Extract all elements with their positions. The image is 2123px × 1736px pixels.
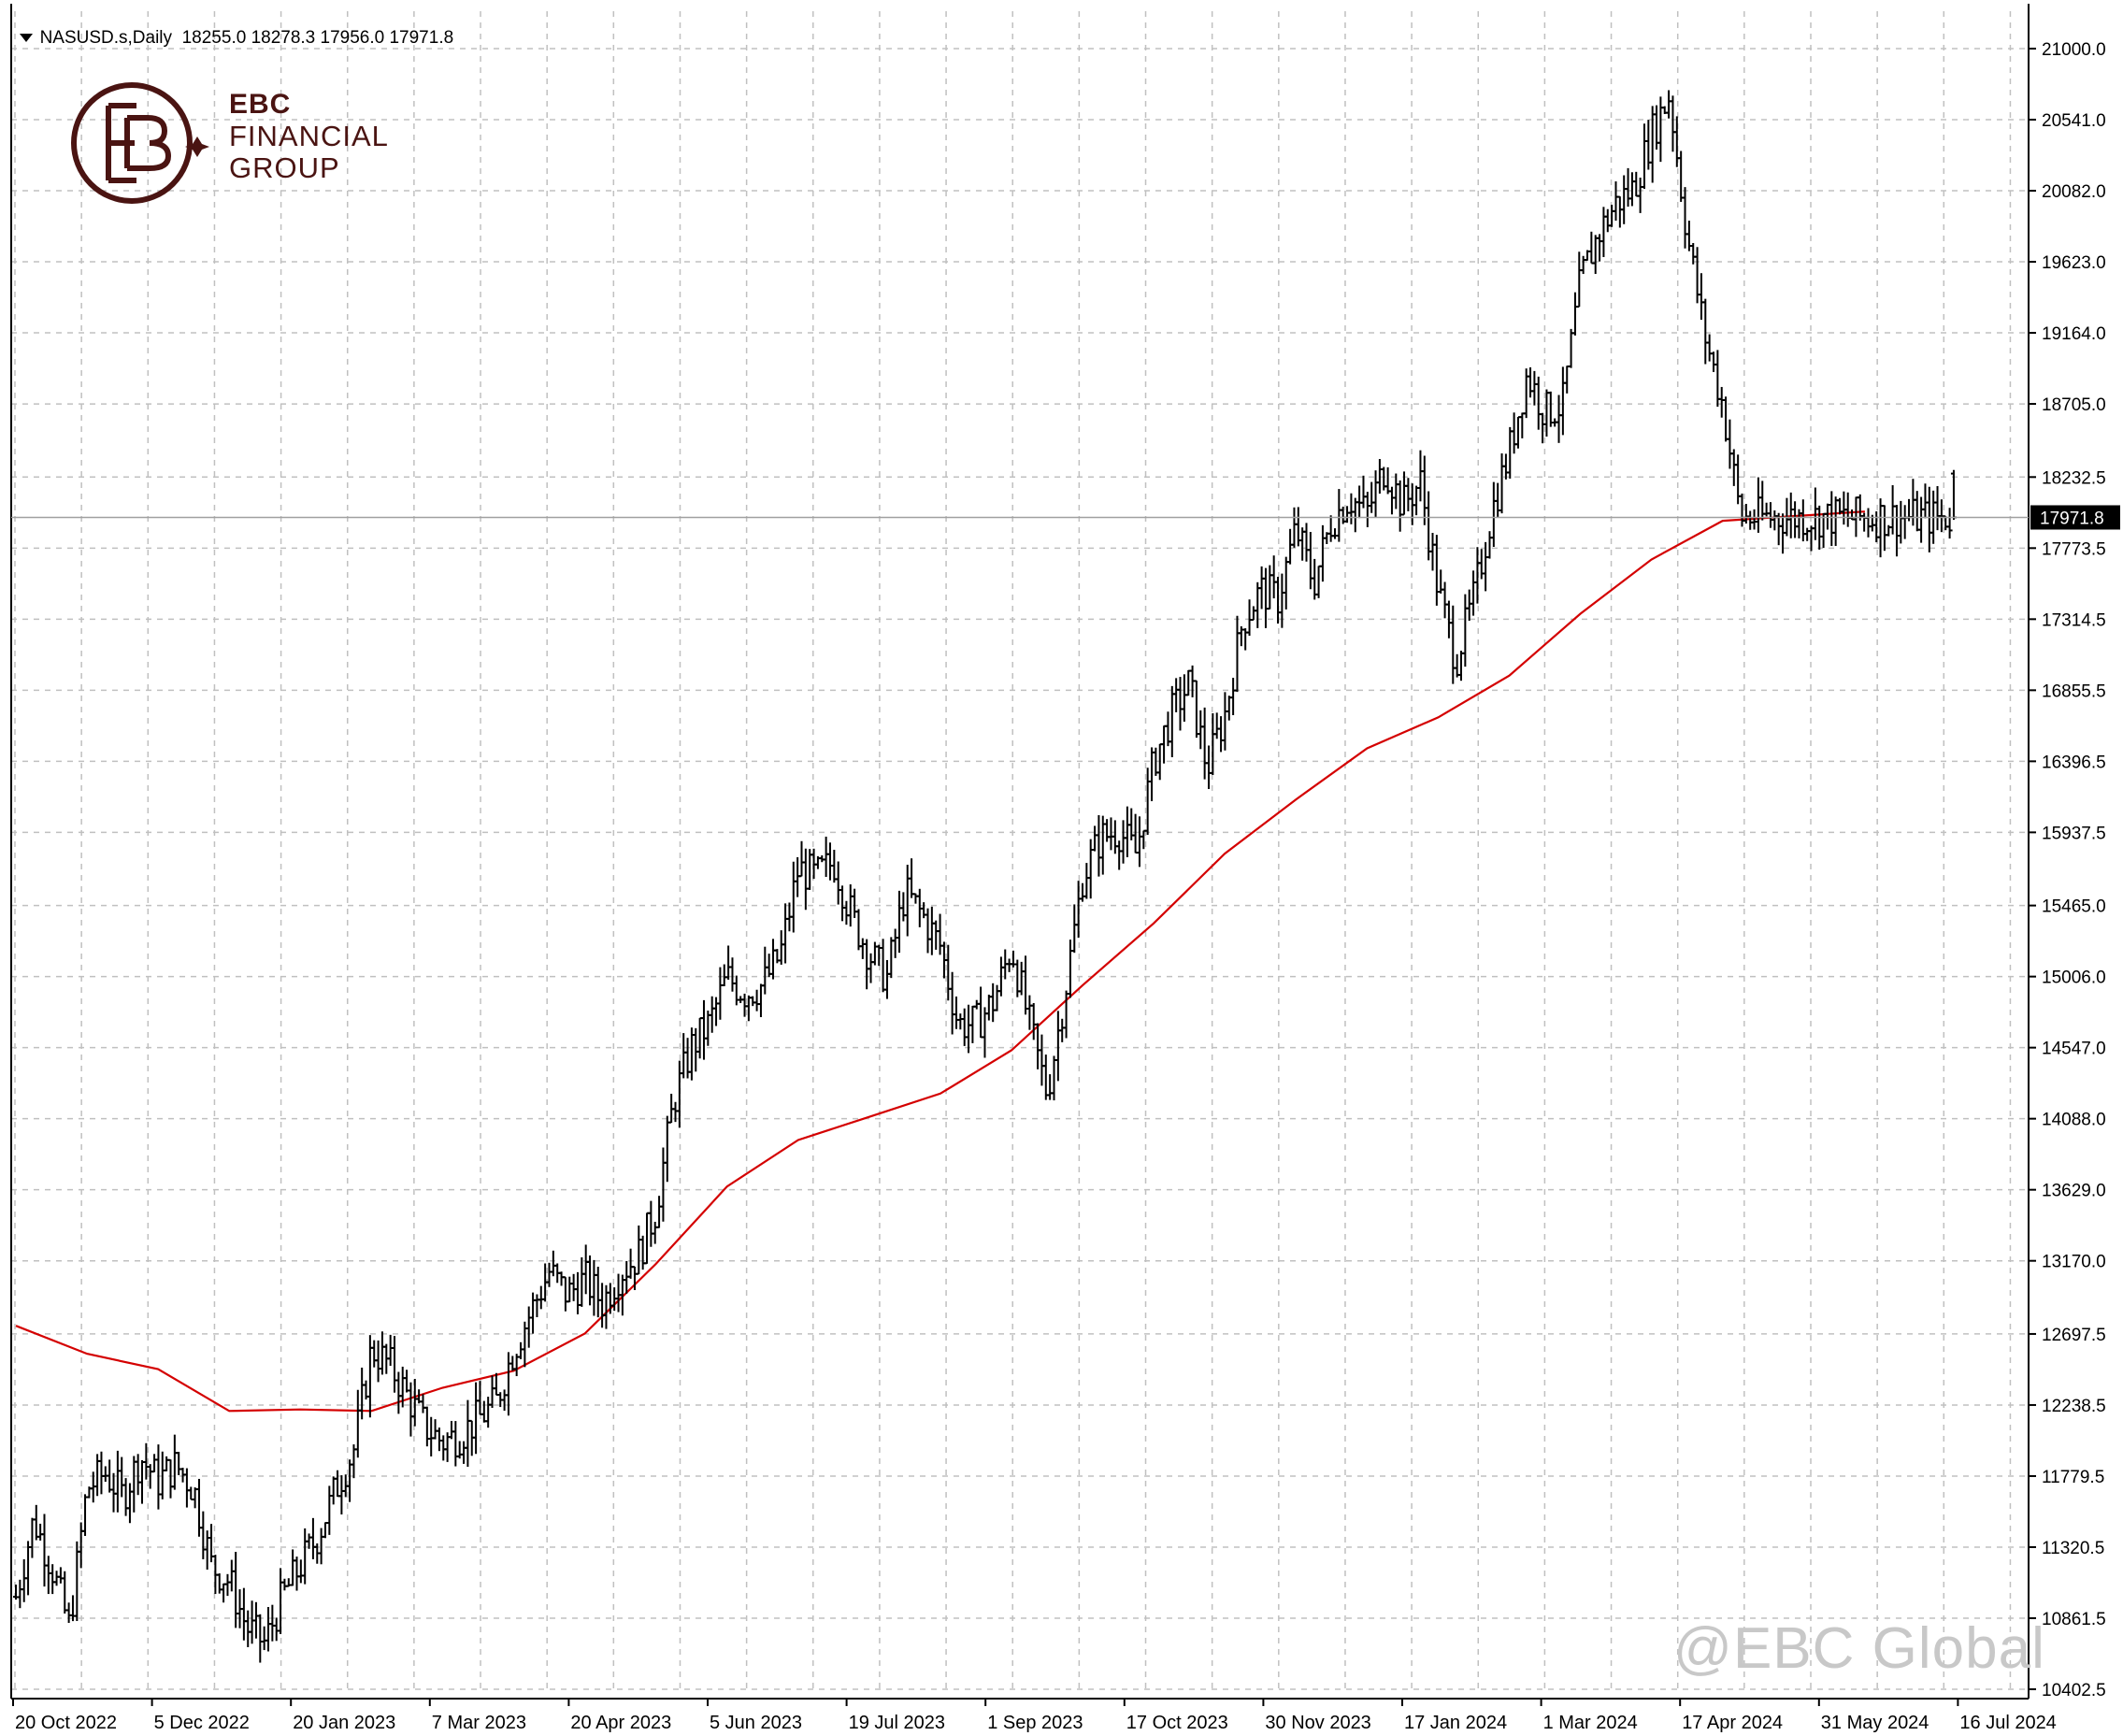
y-tick-label: 15937.5 [2042, 824, 2106, 843]
y-tick-label: 16855.5 [2042, 681, 2106, 701]
logo-line-3: GROUP [229, 151, 340, 184]
y-tick-label: 10861.5 [2042, 1610, 2106, 1629]
x-tick-label: 5 Dec 2022 [154, 1713, 250, 1733]
x-tick-label: 19 Jul 2023 [849, 1713, 945, 1733]
x-tick-label: 30 Nov 2023 [1265, 1713, 1370, 1733]
x-tick-label: 17 Jan 2024 [1404, 1713, 1507, 1733]
x-tick-label: 1 Mar 2024 [1543, 1713, 1638, 1733]
y-axis: 21000.0 20541.0 20082.0 19623.0 19164.0 18705… [2029, 40, 2120, 1700]
y-tick-label: 20541.0 [2042, 111, 2106, 131]
current-price-label: 17971.8 [2040, 509, 2104, 528]
x-tick-label: 5 Jun 2023 [710, 1713, 802, 1733]
y-tick-label: 13629.0 [2042, 1182, 2106, 1201]
y-tick-label: 14547.0 [2042, 1040, 2106, 1059]
y-tick-label: 19164.0 [2042, 324, 2106, 344]
y-tick-label: 19623.0 [2042, 253, 2106, 273]
x-tick-label: 31 May 2024 [1821, 1713, 1929, 1733]
y-tick-label: 21000.0 [2042, 40, 2106, 60]
x-tick-label: 7 Mar 2023 [432, 1713, 526, 1733]
y-tick-label: 14088.0 [2042, 1111, 2106, 1130]
logo-line-2: FINANCIAL [229, 120, 389, 152]
y-tick-label: 12238.5 [2042, 1397, 2106, 1416]
y-tick-label: 12697.5 [2042, 1326, 2106, 1345]
y-tick-label: 11320.5 [2042, 1539, 2104, 1558]
price-bars-layer [13, 90, 1957, 1663]
x-tick-label: 16 Jul 2024 [1959, 1713, 2056, 1733]
moving-average-line [15, 510, 1865, 1413]
moving-average-layer [15, 510, 1865, 1413]
ohlc-bar [1946, 508, 1953, 539]
y-tick-label: 16396.5 [2042, 753, 2106, 772]
x-tick-label: 20 Jan 2023 [293, 1713, 395, 1733]
x-axis: 20 Oct 2022 5 Dec 2022 20 Jan 2023 7 Mar 20… [12, 1699, 2057, 1733]
y-tick-label: 10402.5 [2042, 1681, 2106, 1700]
current-price-tag: 17971.8 [2030, 505, 2120, 530]
x-tick-label: 17 Apr 2024 [1682, 1713, 1783, 1733]
ohlc-values: 18255.0 18278.3 17956.0 17971.8 [181, 28, 454, 48]
grid-lines [10, 4, 2030, 1700]
y-tick-label: 17773.5 [2042, 539, 2106, 559]
x-tick-label: 20 Apr 2023 [570, 1713, 671, 1733]
chart-header: NASUSD.s,Daily 18255.0 18278.3 17956.0 1… [9, 7, 453, 49]
y-tick-label: 13170.0 [2042, 1253, 2106, 1272]
x-tick-label: 20 Oct 2022 [15, 1713, 117, 1733]
y-tick-label: 15006.0 [2042, 968, 2106, 988]
y-tick-label: 18232.5 [2042, 468, 2106, 488]
ebc-logo [71, 82, 209, 204]
symbol-dropdown-icon[interactable] [19, 34, 33, 43]
logo-line-1: EBC [229, 89, 292, 120]
ebc-logo-wordmark: EBC FINANCIAL GROUP [229, 89, 389, 184]
x-tick-label: 1 Sep 2023 [987, 1713, 1083, 1733]
watermark-text: @EBC Global [1673, 1616, 2045, 1681]
y-tick-label: 11779.5 [2042, 1468, 2104, 1487]
y-tick-label: 15465.0 [2042, 897, 2106, 917]
x-tick-label: 17 Oct 2023 [1126, 1713, 1228, 1733]
symbol-label[interactable]: NASUSD.s,Daily [39, 28, 173, 48]
y-tick-label: 20082.0 [2042, 182, 2106, 202]
y-tick-label: 17314.5 [2042, 610, 2106, 630]
y-tick-label: 18705.0 [2042, 395, 2106, 415]
